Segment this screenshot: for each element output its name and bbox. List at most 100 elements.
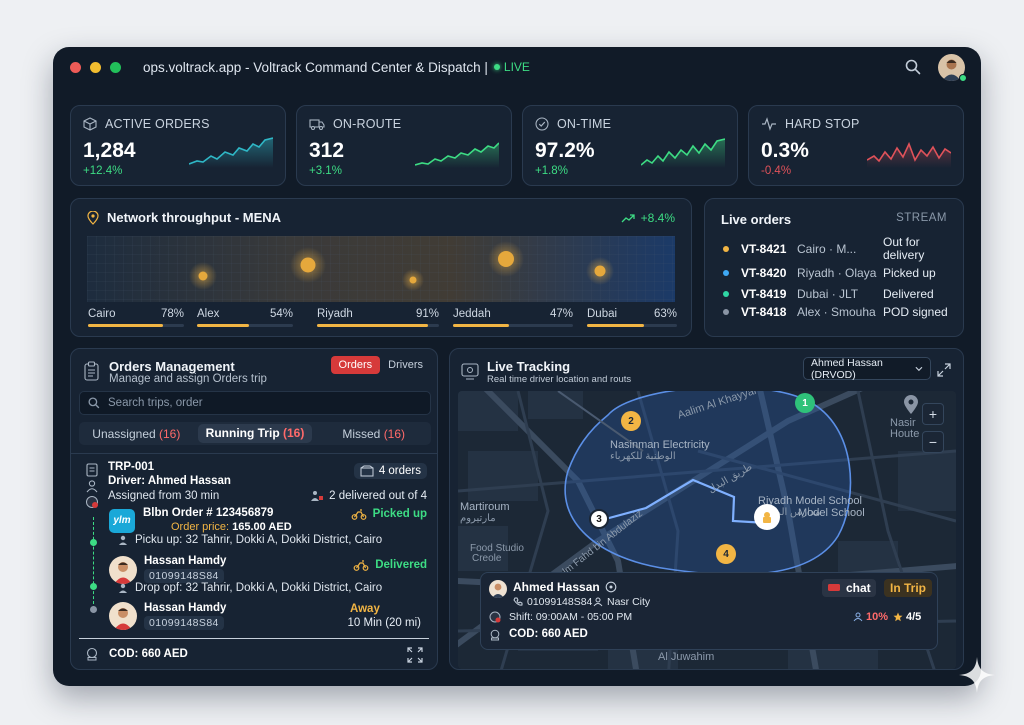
app-window: ops.voltrack.app - Voltrack Command Cent… bbox=[53, 47, 981, 686]
wheel-icon bbox=[605, 581, 617, 593]
tracking-title: Live Tracking bbox=[487, 359, 571, 374]
order-route: Dubai · JLT bbox=[797, 287, 859, 301]
stat-label: ON-TIME bbox=[557, 117, 612, 131]
map-label-school-2: Model School bbox=[798, 507, 865, 519]
region-name: Riyadh bbox=[317, 308, 353, 320]
map-marker-3[interactable]: 3 bbox=[589, 509, 609, 529]
tab-running-trip[interactable]: Running Trip (16) bbox=[197, 424, 313, 443]
stat-card-on-route[interactable]: ON-ROUTE 312 +3.1% bbox=[296, 105, 512, 186]
map-label-poi-ar: الوطنية للكهرباء bbox=[610, 451, 676, 462]
chat-button[interactable]: chat bbox=[822, 579, 876, 597]
sparkline-chart bbox=[641, 138, 725, 168]
throughput-heatmap bbox=[87, 236, 675, 302]
dropoff-address: Drop opf: 32 Tahrir, Dokki A, Dokki Dist… bbox=[117, 582, 382, 594]
throughput-delta-value: +8.4% bbox=[640, 211, 675, 225]
throughput-title: Network throughput - MENA bbox=[107, 210, 282, 225]
zoom-out-button[interactable]: − bbox=[922, 431, 944, 453]
region-name: Cairo bbox=[88, 308, 116, 320]
search-icon[interactable] bbox=[905, 59, 921, 75]
map-label-nasir: Nasir bbox=[890, 417, 916, 429]
merchant-logo: ylm bbox=[109, 509, 135, 533]
money-icon bbox=[490, 629, 500, 641]
region-pct: 91% bbox=[415, 308, 439, 320]
trip-id: TRP-001 bbox=[108, 461, 155, 473]
live-order-row[interactable]: VT-8421 Cairo · M... Out for delivery bbox=[723, 236, 953, 262]
driver-pct: 10% bbox=[853, 611, 888, 623]
sparkle-watermark-icon bbox=[959, 657, 995, 693]
trip-filter-tabs: Unassigned (16) Running Trip (16) Missed… bbox=[79, 422, 431, 445]
tab-drivers[interactable]: Drivers bbox=[388, 359, 423, 371]
map-view[interactable]: Aalim Al Khayyar Nasinman Electricity ال… bbox=[458, 391, 956, 669]
live-orders-title: Live orders bbox=[721, 212, 792, 227]
region-name: Jeddah bbox=[453, 308, 491, 320]
window-title-text: ops.voltrack.app - Voltrack Command Cent… bbox=[143, 59, 488, 75]
divider bbox=[79, 638, 429, 639]
live-tracking-panel: Live Tracking Real time driver location … bbox=[449, 348, 964, 670]
orders-mgmt-subtitle: Manage and assign Orders trip bbox=[109, 373, 267, 385]
stat-delta: +3.1% bbox=[309, 165, 342, 177]
zoom-in-button[interactable]: + bbox=[922, 403, 944, 425]
assign-clock-icon bbox=[86, 496, 98, 508]
tab-unassigned[interactable]: Unassigned (16) bbox=[92, 426, 181, 441]
package-icon bbox=[360, 465, 374, 477]
map-marker-4[interactable]: 4 bbox=[716, 544, 736, 564]
order-id: VT-8418 bbox=[741, 305, 787, 319]
timeline-dot bbox=[90, 583, 97, 590]
map-label-food: Food Studio bbox=[470, 543, 524, 554]
stat-label: HARD STOP bbox=[785, 117, 860, 131]
stat-card-hard-stop[interactable]: HARD STOP 0.3% -0.4% bbox=[748, 105, 964, 186]
stat-card-on-time[interactable]: ON-TIME 97.2% +1.8% bbox=[522, 105, 738, 186]
truck-icon bbox=[309, 119, 325, 130]
order-id: VT-8419 bbox=[741, 287, 787, 301]
driver-phone[interactable]: 01099148S84 bbox=[513, 596, 592, 608]
driver-info-card[interactable]: Ahmed Hassan 01099148S84 Nasr City Shift… bbox=[480, 572, 938, 650]
scooter-icon bbox=[353, 560, 369, 571]
sparkline-chart bbox=[867, 141, 951, 168]
status-dot bbox=[723, 309, 729, 315]
customer-phone[interactable]: 01099148S84 bbox=[144, 616, 224, 630]
window-controls bbox=[70, 61, 121, 73]
customer-name: Hassan Hamdy bbox=[144, 602, 227, 614]
map-marker-1[interactable]: 1 bbox=[795, 393, 815, 413]
live-order-row[interactable]: VT-8419 Dubai · JLT Delivered bbox=[723, 287, 953, 301]
orders-mgmt-title: Orders Management bbox=[109, 359, 235, 374]
driver-select[interactable]: Ahmed Hassan (DRVOD) bbox=[803, 357, 931, 381]
stat-delta: -0.4% bbox=[761, 165, 792, 177]
clipboard-list-icon bbox=[84, 361, 99, 381]
stat-header: ON-TIME bbox=[535, 117, 611, 131]
minimize-window-button[interactable] bbox=[90, 61, 101, 73]
driver-location-marker[interactable] bbox=[754, 504, 780, 530]
region-riyadh: Riyadh 91% bbox=[317, 308, 439, 327]
search-input[interactable]: Search trips, order bbox=[79, 391, 431, 415]
orders-count-chip[interactable]: 4 orders bbox=[353, 463, 427, 479]
search-placeholder: Search trips, order bbox=[108, 397, 203, 409]
order-status: Out for delivery bbox=[883, 235, 925, 262]
tab-missed[interactable]: Missed (16) bbox=[342, 426, 406, 441]
tab-orders[interactable]: Orders bbox=[330, 356, 381, 374]
stop-status-badge: Delivered bbox=[353, 559, 427, 571]
orders-management-panel: Orders Management Manage and assign Orde… bbox=[70, 348, 438, 670]
map-marker-2[interactable]: 2 bbox=[621, 411, 641, 431]
close-window-button[interactable] bbox=[70, 61, 81, 73]
live-order-row[interactable]: VT-8420 Riyadh · Olaya Picked up bbox=[723, 266, 953, 280]
map-label-school-ar: مدارس الرياض bbox=[758, 507, 821, 518]
orders-drivers-tabs: Orders Drivers bbox=[330, 356, 429, 374]
dropoff-icon bbox=[119, 583, 127, 593]
region-cairo: Cairo 78% bbox=[88, 308, 184, 327]
expand-icon[interactable] bbox=[407, 647, 423, 663]
stat-value: 97.2% bbox=[535, 139, 595, 162]
order-status: Picked up bbox=[883, 265, 936, 280]
customer-phone[interactable]: 01099148S84 bbox=[144, 569, 224, 583]
live-order-row[interactable]: VT-8418 Alex · Smouha POD signed bbox=[723, 305, 953, 319]
stat-card-active-orders[interactable]: ACTIVE ORDERS 1,284 +12.4% bbox=[70, 105, 286, 186]
fullscreen-icon[interactable] bbox=[937, 363, 951, 377]
driver-avatar bbox=[489, 580, 507, 598]
throughput-point bbox=[198, 271, 208, 281]
maximize-window-button[interactable] bbox=[110, 61, 121, 73]
map-label-houte: Houte bbox=[890, 428, 920, 440]
region-bar bbox=[197, 324, 249, 327]
stream-label: STREAM bbox=[896, 212, 947, 224]
throughput-point bbox=[594, 265, 606, 277]
map-pin-icon bbox=[904, 395, 918, 414]
order-title[interactable]: Blbn Order # 123456879 bbox=[143, 507, 274, 519]
